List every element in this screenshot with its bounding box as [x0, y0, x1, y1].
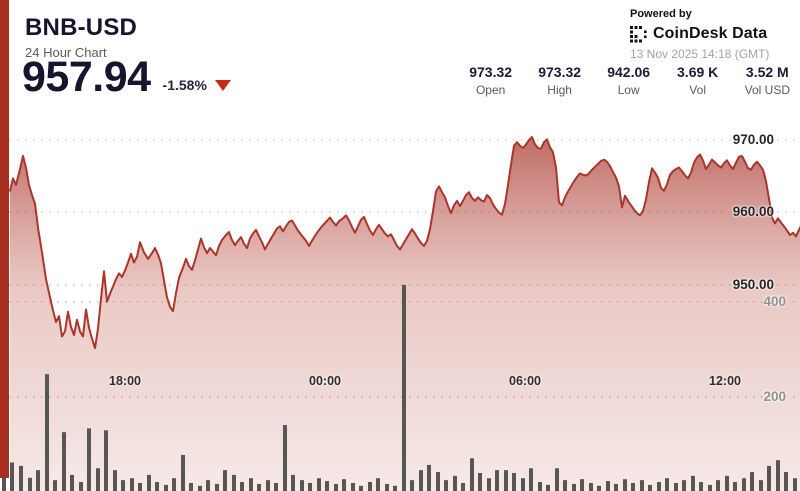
price-row: 957.94 -1.58%	[22, 56, 231, 99]
stat-vol-usd-value: 3.52 M	[745, 64, 789, 80]
stat-vol-label: Vol	[689, 83, 706, 97]
stat-vol-usd-label: Vol USD	[744, 83, 790, 97]
stat-high-label: High	[547, 83, 572, 97]
powered-by-label: Powered by	[630, 8, 692, 20]
coindesk-data-link[interactable]: CoinDesk Data	[630, 25, 769, 43]
stat-vol-value: 3.69 K	[677, 64, 719, 80]
stat-low-label: Low	[617, 83, 640, 97]
brand-name: CoinDesk Data	[653, 25, 768, 42]
stat-high: 973.32 High	[538, 64, 582, 97]
stat-open: 973.32 Open	[469, 64, 513, 97]
branding: Powered by CoinDesk Data 13 Nov 2025 14:…	[630, 8, 769, 61]
stat-low: 942.06 Low	[607, 64, 651, 97]
stat-high-value: 973.32	[538, 64, 582, 80]
stat-vol: 3.69 K Vol	[676, 64, 720, 97]
stat-open-label: Open	[475, 83, 506, 97]
symbol-title: BNB-USD	[25, 14, 138, 41]
stat-open-value: 973.32	[469, 64, 513, 80]
current-price: 957.94	[22, 53, 151, 101]
accent-bar	[0, 0, 9, 478]
coindesk-logo-icon	[630, 25, 647, 43]
down-arrow-icon	[214, 79, 231, 91]
price-change: -1.58%	[163, 77, 231, 93]
header: BNB-USD 24 Hour Chart	[25, 14, 137, 60]
chart-subtitle: 24 Hour Chart	[25, 45, 107, 60]
timestamp: 13 Nov 2025 14:18 (GMT)	[630, 47, 770, 61]
stat-low-value: 942.06	[607, 64, 651, 80]
stat-vol-usd: 3.52 M Vol USD	[745, 64, 790, 97]
change-percent: -1.58%	[162, 77, 207, 93]
stats-row: 973.32 Open 973.32 High 942.06 Low 3.69 …	[469, 64, 790, 97]
